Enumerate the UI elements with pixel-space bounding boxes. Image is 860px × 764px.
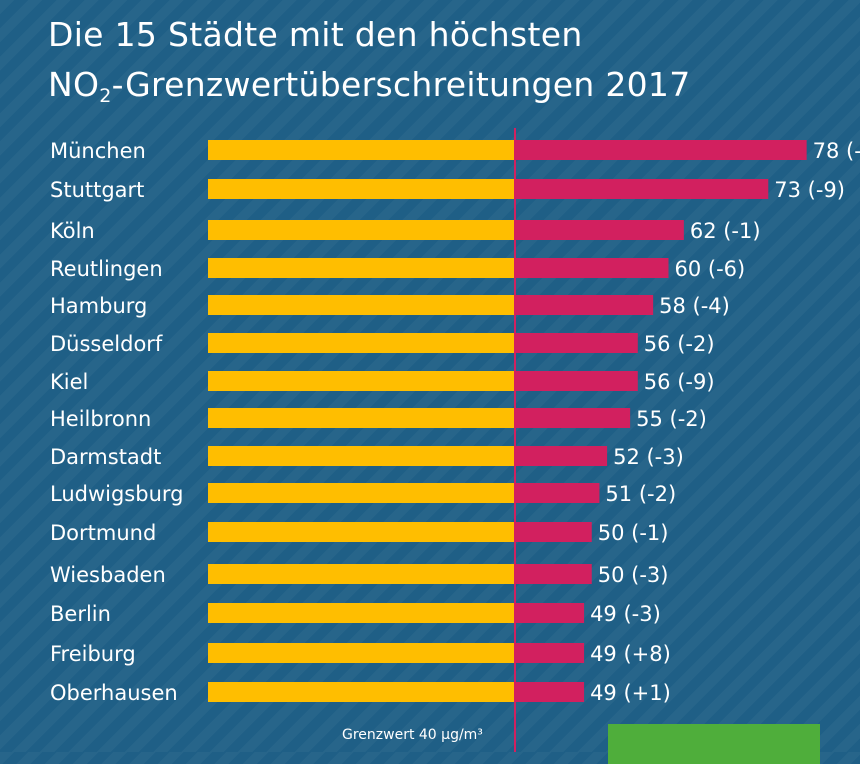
- bar-below-threshold: [208, 408, 515, 428]
- city-label: Reutlingen: [50, 257, 163, 281]
- title-rest: -Grenzwertüberschreitungen 2017: [111, 65, 691, 104]
- value-label: 55 (-2): [636, 407, 707, 431]
- value-label: 50 (-3): [598, 563, 669, 587]
- title-line-1: Die 15 Städte mit den höchsten: [48, 15, 583, 54]
- title-no: NO: [48, 65, 100, 104]
- city-label: Köln: [50, 219, 95, 243]
- city-label: München: [50, 139, 146, 163]
- title-subscript: 2: [99, 85, 112, 107]
- bar-below-threshold: [208, 333, 515, 353]
- bar-above-threshold: [515, 643, 585, 663]
- city-label: Freiburg: [50, 642, 136, 666]
- value-label: 62 (-1): [690, 219, 761, 243]
- city-label: Berlin: [50, 602, 111, 626]
- city-label: Kiel: [50, 370, 88, 394]
- value-label: 49 (-3): [590, 602, 661, 626]
- city-label: Dortmund: [50, 521, 156, 545]
- bar-above-threshold: [515, 564, 592, 584]
- bar-above-threshold: [515, 220, 684, 240]
- value-label: 56 (-9): [644, 370, 715, 394]
- city-label: Heilbronn: [50, 407, 151, 431]
- value-label: 49 (+1): [590, 681, 671, 705]
- bar-below-threshold: [208, 258, 515, 278]
- bar-below-threshold: [208, 295, 515, 315]
- value-label: 78 (-2): [813, 139, 860, 163]
- threshold-label: Grenzwert 40 µg/m³: [342, 727, 483, 743]
- city-label: Ludwigsburg: [50, 482, 184, 506]
- bar-below-threshold: [208, 564, 515, 584]
- bar-above-threshold: [515, 371, 638, 391]
- bar-above-threshold: [515, 522, 592, 542]
- value-label: 56 (-2): [644, 332, 715, 356]
- bar-above-threshold: [515, 483, 600, 503]
- value-label: 50 (-1): [598, 521, 669, 545]
- bar-below-threshold: [208, 522, 515, 542]
- chart-title: Die 15 Städte mit den höchsten NO2-Grenz…: [48, 10, 848, 110]
- city-label: Stuttgart: [50, 178, 144, 202]
- bar-below-threshold: [208, 603, 515, 623]
- bar-below-threshold: [208, 682, 515, 702]
- bar-above-threshold: [515, 682, 585, 702]
- bar-below-threshold: [208, 179, 515, 199]
- bar-above-threshold: [515, 333, 638, 353]
- value-label: 51 (-2): [605, 482, 676, 506]
- bar-above-threshold: [515, 140, 807, 160]
- value-label: 60 (-6): [675, 257, 746, 281]
- bar-below-threshold: [208, 220, 515, 240]
- city-label: Wiesbaden: [50, 563, 166, 587]
- logo-badge: [608, 724, 820, 764]
- bar-below-threshold: [208, 483, 515, 503]
- value-label: 52 (-3): [613, 445, 684, 469]
- city-label: Düsseldorf: [50, 332, 163, 356]
- value-label: 58 (-4): [659, 294, 730, 318]
- bar-above-threshold: [515, 408, 631, 428]
- value-label: 73 (-9): [774, 178, 845, 202]
- bar-above-threshold: [515, 258, 669, 278]
- bar-below-threshold: [208, 371, 515, 391]
- bar-below-threshold: [208, 140, 515, 160]
- bar-above-threshold: [515, 295, 654, 315]
- bar-below-threshold: [208, 643, 515, 663]
- title-line-2: NO2-Grenzwertüberschreitungen 2017: [48, 60, 848, 110]
- city-label: Hamburg: [50, 294, 147, 318]
- bar-below-threshold: [208, 446, 515, 466]
- city-label: Darmstadt: [50, 445, 161, 469]
- city-label: Oberhausen: [50, 681, 178, 705]
- value-label: 49 (+8): [590, 642, 671, 666]
- bar-above-threshold: [515, 446, 608, 466]
- bar-above-threshold: [515, 179, 769, 199]
- bar-above-threshold: [515, 603, 585, 623]
